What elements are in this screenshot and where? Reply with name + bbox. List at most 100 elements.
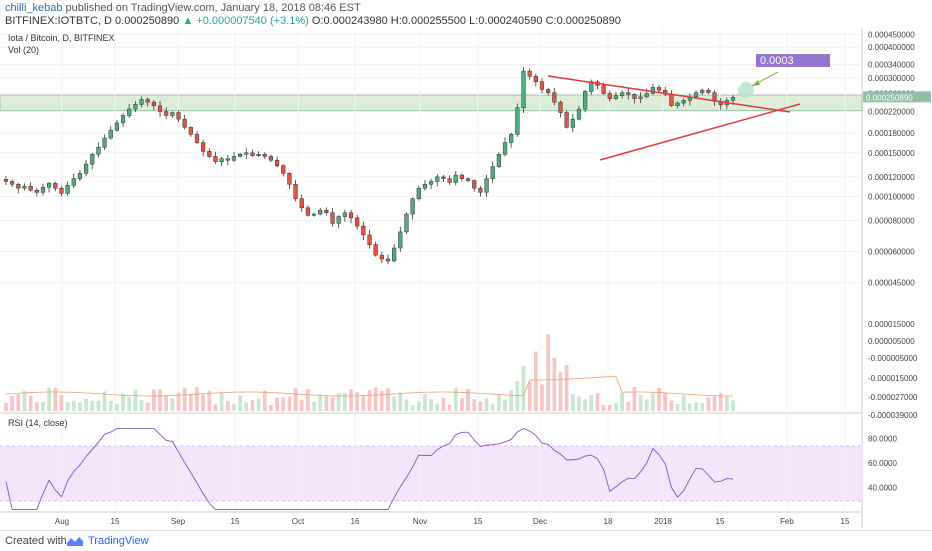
volume-bar [577, 396, 581, 411]
candle-body [478, 187, 483, 193]
price-pane[interactable] [0, 28, 862, 412]
candle-body [133, 104, 138, 110]
price-tick-label: 0.000150000 [868, 149, 915, 158]
author-link[interactable]: chilli_kebab [5, 2, 63, 14]
volume-bar [731, 400, 735, 411]
volume-bar [355, 392, 360, 411]
rsi-band [0, 446, 862, 501]
candle-body [373, 244, 378, 256]
price-tick-label: 0.000120000 [868, 173, 915, 182]
volume-bar [583, 399, 587, 411]
candle-body [219, 158, 224, 163]
candle-body [570, 118, 575, 128]
volume-bar [589, 394, 594, 411]
candle-body [663, 89, 668, 95]
volume-bar [392, 396, 396, 411]
time-tick-label: Dec [533, 517, 547, 526]
low-value: L:0.000240590 [469, 15, 543, 27]
volume-tick-label: 0.000015000 [868, 320, 915, 329]
upper-trendline[interactable] [547, 75, 791, 113]
volume-bar [447, 404, 452, 411]
volume-bar [207, 390, 212, 411]
volume-bar [688, 403, 692, 411]
price-chart[interactable]: 0.0003 Iota / Bitcoin, D, BITFINEX Vol (… [0, 28, 932, 528]
candle-body [576, 108, 582, 120]
volume-bar [398, 392, 403, 411]
tradingview-brand[interactable]: TradingView [88, 535, 149, 547]
time-tick-label: 16 [351, 517, 360, 526]
volume-bar [121, 393, 125, 411]
volume-bar [651, 393, 655, 411]
candle-body [268, 156, 274, 161]
ohlc-line: BITFINEX:IOTBTC, D 0.000250890 ▲ +0.0000… [5, 15, 621, 27]
candle-body [583, 91, 588, 110]
candle-body [34, 189, 39, 193]
volume-bar [429, 399, 433, 411]
volume-tick-label: -0.000015000 [868, 374, 918, 383]
candle-body [700, 89, 705, 93]
volume-bar [373, 387, 378, 411]
volume-bar [145, 402, 150, 411]
volume-bar [349, 389, 353, 411]
volume-bar [293, 388, 298, 411]
chart-title: Iota / Bitcoin, D, BITFINEX [8, 33, 115, 43]
rsi-tick-label: 60.0000 [868, 459, 897, 468]
volume-bar [724, 396, 729, 411]
lower-trendline[interactable] [599, 103, 801, 161]
candle-body [238, 153, 243, 157]
volume-bar [170, 398, 175, 411]
volume-bar [275, 397, 279, 411]
volume-bar [59, 395, 64, 411]
volume-bar [330, 397, 335, 411]
volume-bar [256, 398, 261, 411]
volume-bar [182, 387, 187, 411]
volume-bar [558, 372, 563, 411]
candle-body [416, 187, 421, 199]
volume-bar [367, 390, 372, 411]
grid-lines [0, 28, 862, 512]
volume-bar [570, 393, 575, 411]
candle-body [398, 231, 403, 249]
time-tick-label: Aug [55, 517, 69, 526]
volume-bar [262, 390, 267, 411]
candle-body [71, 178, 76, 186]
candle-body [65, 184, 70, 194]
last-price-marker-text: 0.000250890 [866, 93, 913, 102]
rsi-tick-label: 40.0000 [868, 483, 897, 492]
volume-bar [626, 401, 631, 411]
volume-bar [712, 396, 717, 411]
candle-body [348, 212, 354, 219]
candle-body [83, 163, 89, 174]
volume-bar [71, 400, 76, 411]
high-value: H:0.000255500 [390, 15, 467, 27]
volume-axis: 0.000015000 0.000005000 -0.000005000 -0.000… [868, 320, 918, 420]
candle-body [194, 134, 200, 143]
candle-body [552, 92, 557, 103]
price-tick-label: 0.000300000 [868, 74, 915, 83]
volume-bar [663, 392, 668, 411]
candle-body [3, 179, 9, 182]
volume-bar [478, 401, 483, 411]
candle-body [201, 142, 206, 152]
volume-tick-label: -0.000005000 [868, 354, 918, 363]
candle-body [465, 178, 471, 181]
candle-body [262, 153, 267, 157]
rsi-tick-label: 80.0000 [868, 434, 897, 443]
candle-body [145, 99, 150, 103]
last-price-marker [863, 91, 931, 103]
volume-bar [306, 389, 310, 411]
volume-bar [484, 398, 489, 411]
candle-body [564, 112, 569, 128]
price-tick-label: 0.000340000 [868, 61, 915, 70]
volume-bar [90, 400, 95, 411]
candle-body [392, 247, 397, 262]
volume-bar [669, 400, 674, 411]
volume-bar [657, 387, 661, 411]
volume-bar [564, 364, 569, 411]
volume-bar [552, 357, 557, 411]
volume-bar [96, 400, 101, 411]
candle-body [157, 105, 163, 112]
candle-body [293, 184, 298, 199]
candle-body [447, 178, 452, 183]
candle-body [472, 180, 477, 189]
